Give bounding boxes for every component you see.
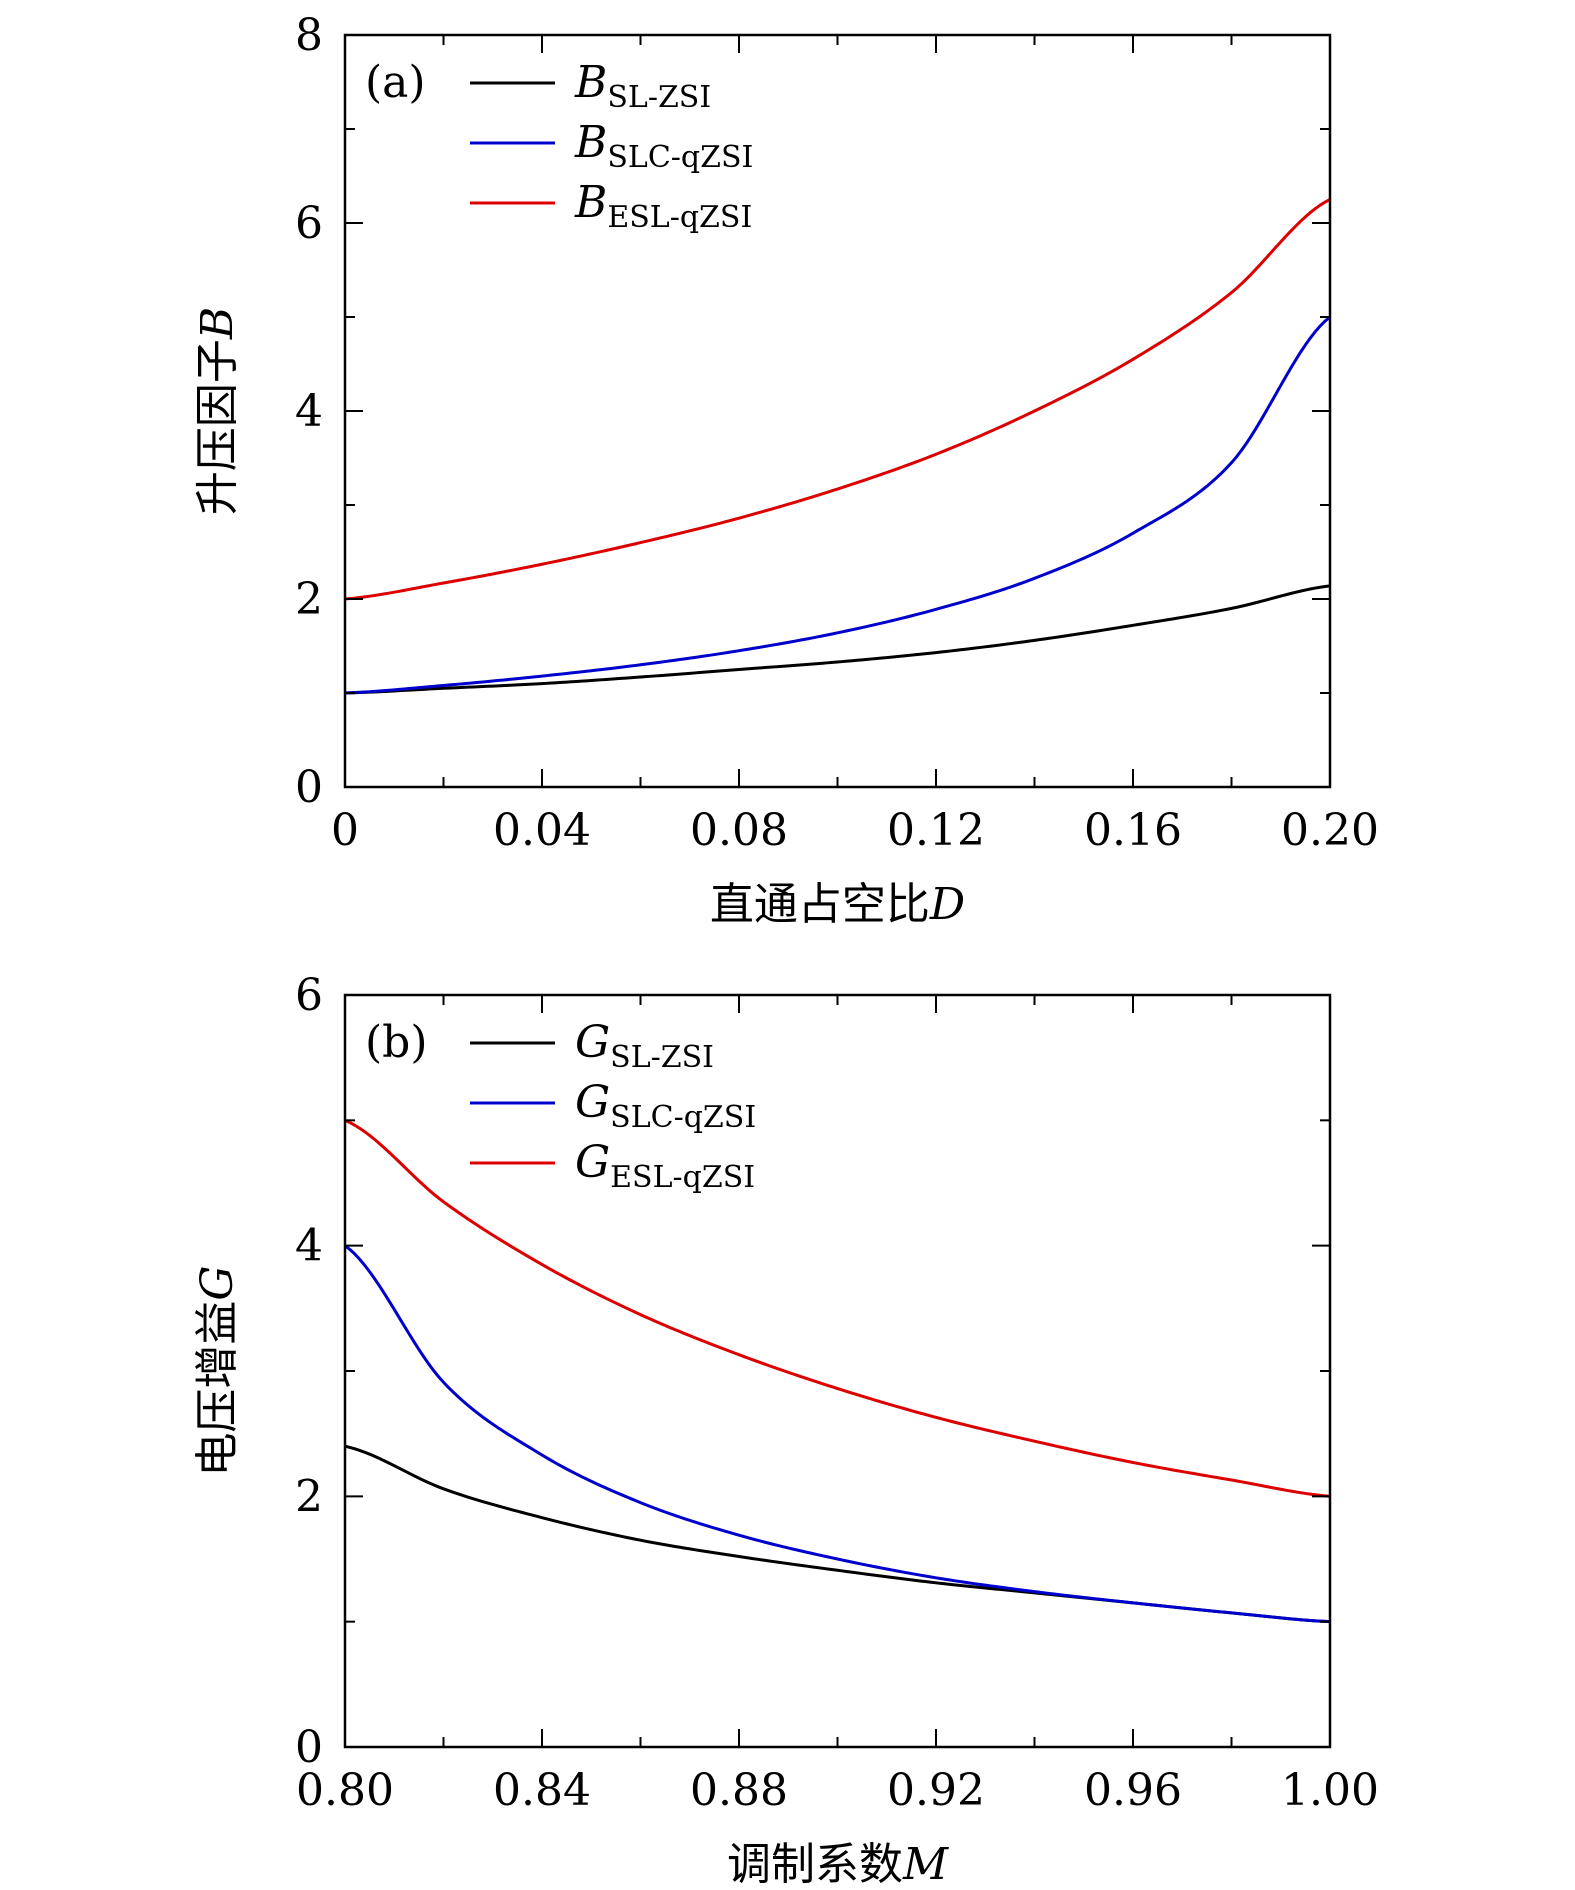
x-tick-label: 0.84 (493, 1765, 591, 1816)
series-line-sl-zsi (344, 584, 1331, 695)
series-line-slc-qzsi (344, 315, 1331, 695)
panel-label: (b) (365, 1017, 428, 1068)
y-tick-label: 2 (295, 574, 323, 625)
x-tick-label: 0.80 (296, 1765, 394, 1816)
x-axis-label: 直通占空比D (710, 879, 965, 930)
x-axis-label: 调制系数M (727, 1839, 949, 1890)
x-tick-label: 0.04 (493, 805, 591, 856)
x-tick-label: 0 (331, 805, 359, 856)
y-tick-label: 6 (295, 970, 323, 1021)
x-tick-label: 0.20 (1281, 805, 1379, 856)
plot-frame (343, 993, 1332, 1749)
series-line-esl-qzsi (344, 1118, 1331, 1498)
x-tick-label: 0.88 (690, 1765, 788, 1816)
legend-label: BESL-qZSI (574, 177, 752, 235)
x-tick-label: 0.08 (690, 805, 788, 856)
x-tick-label: 1.00 (1281, 1765, 1379, 1816)
series-line-slc-qzsi (344, 1244, 1331, 1624)
chart-panel-b: 0.80 0.84 0.88 0.92 0.96 1.00 0 2 4 6 调制系数M 电压增益G (b… (192, 970, 1379, 1890)
legend-label: GSLC-qZSI (575, 1077, 756, 1135)
y-tick-label: 0 (295, 762, 323, 813)
y-tick-label: 6 (295, 198, 323, 249)
y-axis-label: 电压增益G (192, 1265, 243, 1476)
legend-label: BSL-ZSI (574, 57, 711, 115)
legend-label: GSL-ZSI (575, 1017, 714, 1075)
panel-label: (a) (365, 57, 426, 108)
chart-panel-a: 0 0.04 0.08 0.12 0.16 0.20 0 2 4 6 8 直通占空比D 升压因子B (a)… (192, 10, 1379, 930)
plot-frame (343, 33, 1332, 789)
y-tick-label: 8 (295, 10, 323, 61)
legend-label: BSLC-qZSI (574, 117, 753, 175)
y-axis-label: 升压因子B (192, 307, 243, 515)
y-tick-label: 2 (295, 1471, 323, 1522)
x-tick-label: 0.92 (887, 1765, 985, 1816)
y-tick-label: 0 (295, 1722, 323, 1773)
x-tick-label: 0.12 (887, 805, 985, 856)
y-tick-label: 4 (295, 386, 323, 437)
x-tick-label: 0.16 (1084, 805, 1182, 856)
y-tick-label: 4 (295, 1221, 323, 1272)
x-tick-label: 0.96 (1084, 1765, 1182, 1816)
legend-label: GESL-qZSI (575, 1137, 755, 1195)
series-line-esl-qzsi (344, 198, 1331, 601)
